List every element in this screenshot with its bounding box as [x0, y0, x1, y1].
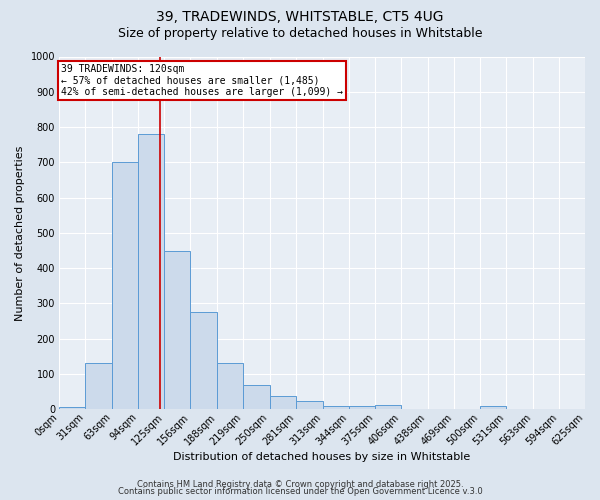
Bar [190, 312, 217, 410]
Text: Contains HM Land Registry data © Crown copyright and database right 2025.: Contains HM Land Registry data © Crown c… [137, 480, 463, 489]
Bar [59, 408, 85, 410]
Y-axis label: Number of detached properties: Number of detached properties [15, 145, 25, 320]
Text: 39, TRADEWINDS, WHITSTABLE, CT5 4UG: 39, TRADEWINDS, WHITSTABLE, CT5 4UG [156, 10, 444, 24]
Bar [374, 405, 401, 409]
X-axis label: Distribution of detached houses by size in Whitstable: Distribution of detached houses by size … [173, 452, 471, 462]
Bar [244, 384, 269, 409]
Bar [112, 162, 138, 410]
Text: 39 TRADEWINDS: 120sqm
← 57% of detached houses are smaller (1,485)
42% of semi-d: 39 TRADEWINDS: 120sqm ← 57% of detached … [61, 64, 343, 97]
Bar [296, 402, 323, 409]
Bar [164, 250, 190, 410]
Text: Size of property relative to detached houses in Whitstable: Size of property relative to detached ho… [118, 28, 482, 40]
Bar [85, 364, 112, 410]
Bar [138, 134, 164, 409]
Bar [269, 396, 296, 409]
Text: Contains public sector information licensed under the Open Government Licence v.: Contains public sector information licen… [118, 487, 482, 496]
Bar [480, 406, 506, 410]
Bar [349, 406, 374, 409]
Bar [217, 364, 244, 410]
Bar [323, 406, 349, 409]
